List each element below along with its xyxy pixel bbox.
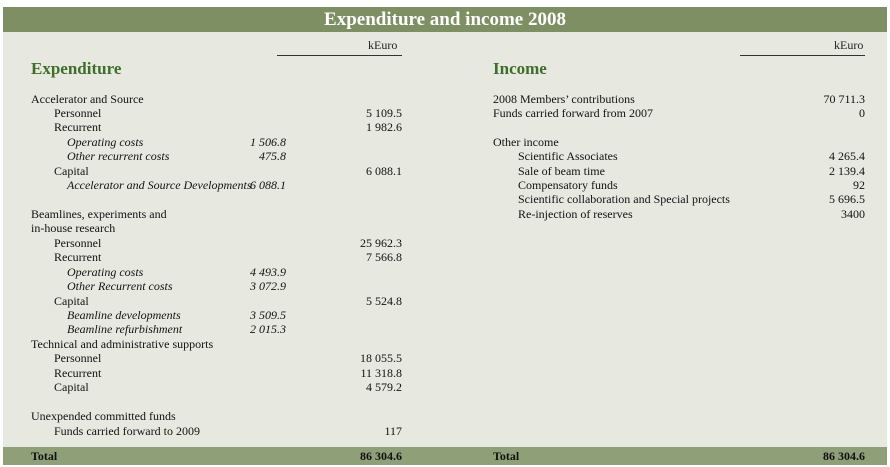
exp-label-8: in-house research — [31, 221, 116, 235]
total-bar — [3, 447, 887, 465]
exp-label-10: Recurrent — [54, 250, 102, 264]
exp-main-1: 5 109.5 — [366, 106, 402, 120]
inc-value-3: 4 265.4 — [829, 149, 865, 163]
inc-label-6: Scientific collaboration and Special pro… — [518, 192, 730, 206]
exp-label-6: Accelerator and Source Developments — [67, 178, 252, 192]
exp-sub-6: 6 088.1 — [250, 178, 286, 192]
inc-label-3: Scientific Associates — [518, 149, 618, 163]
exp-label-9: Personnel — [54, 236, 102, 250]
exp-label-16: Technical and administrative supports — [31, 337, 214, 351]
inc-label-2: Other income — [493, 135, 559, 149]
inc-label-7: Re-injection of reserves — [518, 207, 633, 221]
exp-label-7: Beamlines, experiments and — [31, 207, 167, 221]
exp-label-11: Operating costs — [67, 265, 144, 279]
income-total-value: 86 304.6 — [823, 449, 865, 463]
inc-label-0: 2008 Members’ contributions — [493, 92, 635, 106]
exp-sub-14: 3 509.5 — [250, 308, 286, 322]
exp-label-5: Capital — [54, 164, 89, 178]
exp-main-13: 5 524.8 — [366, 294, 402, 308]
exp-label-4: Other recurrent costs — [67, 149, 170, 163]
table-background — [3, 7, 887, 465]
inc-label-5: Compensatory funds — [518, 178, 618, 192]
exp-label-13: Capital — [54, 294, 89, 308]
exp-sub-15: 2 015.3 — [250, 322, 286, 336]
exp-label-3: Operating costs — [67, 135, 144, 149]
exp-sub-11: 4 493.9 — [250, 265, 286, 279]
expenditure-unit-label: kEuro — [368, 38, 398, 52]
exp-main-5: 6 088.1 — [366, 164, 402, 178]
income-unit-rule — [740, 55, 865, 56]
exp-main-18: 11 318.8 — [360, 366, 402, 380]
exp-main-19: 4 579.2 — [366, 380, 402, 394]
exp-label-12: Other Recurrent costs — [67, 279, 173, 293]
income-total-label: Total — [493, 449, 520, 463]
exp-main-21: 117 — [384, 424, 402, 438]
exp-sub-4: 475.8 — [259, 149, 286, 163]
expenditure-unit-rule — [277, 55, 402, 56]
income-heading: Income — [493, 59, 547, 78]
exp-label-2: Recurrent — [54, 120, 102, 134]
page-title: Expenditure and income 2008 — [3, 7, 887, 32]
exp-label-15: Beamline refurbishment — [67, 322, 183, 336]
inc-label-1: Funds carried forward from 2007 — [493, 106, 653, 120]
inc-value-5: 92 — [853, 178, 865, 192]
expenditure-total-label: Total — [31, 449, 58, 463]
inc-value-4: 2 139.4 — [829, 164, 865, 178]
exp-label-21: Funds carried forward to 2009 — [54, 424, 200, 438]
expenditure-heading: Expenditure — [31, 59, 122, 78]
exp-label-14: Beamline developments — [67, 308, 181, 322]
inc-value-6: 5 696.5 — [829, 192, 865, 206]
exp-label-0: Accelerator and Source — [31, 92, 144, 106]
inc-value-0: 70 711.3 — [823, 92, 865, 106]
exp-main-10: 7 566.8 — [366, 250, 402, 264]
exp-main-17: 18 055.5 — [360, 351, 402, 365]
exp-main-2: 1 982.6 — [366, 120, 402, 134]
exp-label-20: Unexpended committed funds — [31, 409, 176, 423]
exp-label-17: Personnel — [54, 351, 102, 365]
exp-sub-3: 1 506.8 — [250, 135, 286, 149]
inc-value-7: 3400 — [841, 207, 865, 221]
exp-label-19: Capital — [54, 380, 89, 394]
exp-label-18: Recurrent — [54, 366, 102, 380]
expenditure-total-value: 86 304.6 — [360, 449, 402, 463]
inc-value-1: 0 — [859, 106, 865, 120]
exp-sub-12: 3 072.9 — [250, 279, 286, 293]
exp-label-1: Personnel — [54, 106, 102, 120]
income-unit-label: kEuro — [834, 38, 864, 52]
exp-main-9: 25 962.3 — [360, 236, 402, 250]
inc-label-4: Sale of beam time — [518, 164, 605, 178]
